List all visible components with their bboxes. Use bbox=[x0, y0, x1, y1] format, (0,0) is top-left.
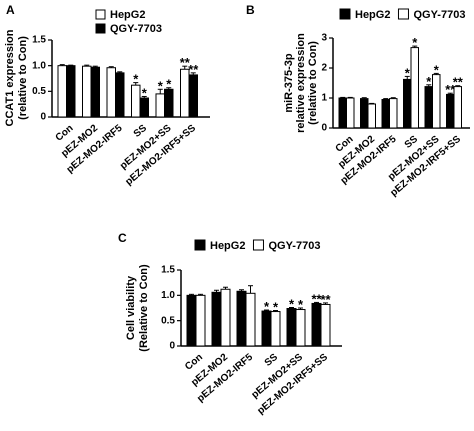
significance-mark: * bbox=[273, 300, 279, 315]
bar-open bbox=[367, 103, 376, 129]
significance-mark: ** bbox=[311, 291, 322, 306]
y-tick-label: 0 bbox=[40, 112, 46, 123]
bar-open bbox=[106, 67, 116, 118]
significance-mark: * bbox=[405, 65, 411, 80]
legend-label: QGY-7703 bbox=[110, 23, 162, 35]
bar-filled bbox=[66, 65, 76, 118]
significance-mark: * bbox=[264, 299, 270, 314]
bar-filled bbox=[236, 290, 247, 347]
bar-filled bbox=[286, 308, 297, 347]
bar-filled bbox=[90, 66, 100, 118]
legend-swatch bbox=[194, 239, 206, 251]
bar-filled bbox=[360, 98, 369, 129]
significance-mark: ** bbox=[188, 62, 199, 77]
y-tick-label: 0.5 bbox=[32, 86, 46, 97]
bar-filled bbox=[261, 310, 272, 347]
bar-open bbox=[410, 47, 419, 129]
y-tick-label: 1.0 bbox=[32, 60, 46, 71]
legend-swatch bbox=[95, 23, 106, 34]
y-tick-label: 0 bbox=[169, 341, 175, 352]
y-axis-title: (Relative to Con) bbox=[138, 264, 150, 352]
legend-swatch bbox=[95, 9, 106, 20]
bar-open bbox=[346, 97, 355, 129]
significance-mark: ** bbox=[453, 75, 464, 90]
significance-mark: * bbox=[412, 35, 418, 50]
significance-mark: * bbox=[289, 296, 295, 311]
panel-a: A CCAT1 expression (relative to Con) 0 0.5 1.… bbox=[4, 3, 210, 188]
y-axis-title: CCAT1 expression bbox=[4, 29, 16, 126]
bar-open bbox=[155, 93, 165, 118]
panel-letter: B bbox=[246, 3, 255, 17]
significance-mark: * bbox=[426, 74, 432, 89]
bar-filled bbox=[164, 88, 174, 118]
legend-label: HepG2 bbox=[355, 9, 390, 21]
bar-open bbox=[245, 292, 256, 347]
y-tick-label: 3 bbox=[321, 33, 327, 44]
significance-mark: * bbox=[142, 85, 148, 100]
bar-open bbox=[131, 84, 141, 118]
y-tick-label: 1.5 bbox=[161, 265, 175, 276]
legend-label: QGY-7703 bbox=[413, 9, 465, 21]
panel-letter: C bbox=[118, 231, 127, 245]
panel-c: C Cell viability (Relative to Con) 0 0.5 1.0 1… bbox=[118, 231, 342, 417]
significance-mark: * bbox=[158, 78, 164, 93]
legend-swatch bbox=[397, 8, 409, 20]
y-tick-label: 0 bbox=[321, 123, 327, 134]
significance-mark: * bbox=[298, 297, 304, 312]
bar-filled bbox=[424, 86, 433, 129]
y-axis-title: (relative to Con) bbox=[17, 36, 29, 120]
y-axis-title: relative expression bbox=[295, 33, 307, 133]
legend-label: HepG2 bbox=[210, 240, 245, 252]
bar-filled bbox=[115, 72, 125, 118]
legend-label: QGY-7703 bbox=[268, 240, 320, 252]
bar-filled bbox=[211, 291, 222, 347]
bar-filled bbox=[338, 97, 347, 129]
bar-open bbox=[295, 309, 306, 347]
bar-open bbox=[220, 288, 231, 347]
bar-open bbox=[57, 65, 67, 118]
legend-label: HepG2 bbox=[110, 9, 145, 21]
bar-open bbox=[82, 65, 92, 118]
significance-mark: * bbox=[166, 77, 172, 92]
bar-filled bbox=[403, 78, 412, 129]
y-axis-title: Cell viability bbox=[125, 275, 137, 340]
legend-swatch bbox=[252, 239, 264, 251]
bar-filled bbox=[139, 97, 149, 118]
significance-mark: * bbox=[434, 62, 440, 77]
y-axis-title: (relative to Con) bbox=[307, 41, 319, 125]
y-tick-label: 2 bbox=[321, 63, 327, 74]
y-tick-label: 1 bbox=[321, 93, 327, 104]
bar-filled bbox=[311, 302, 322, 347]
significance-mark: ** bbox=[180, 55, 191, 70]
bar-filled bbox=[188, 74, 198, 118]
bar-open bbox=[270, 311, 281, 347]
significance-mark: * bbox=[133, 72, 139, 87]
legend-swatch bbox=[339, 8, 351, 20]
y-tick-label: 1.0 bbox=[161, 290, 175, 301]
bar-open bbox=[320, 303, 331, 347]
bar-open bbox=[195, 294, 206, 347]
significance-mark: ** bbox=[320, 292, 331, 307]
bar-open bbox=[453, 86, 462, 129]
bar-filled bbox=[381, 99, 390, 129]
bar-filled bbox=[446, 93, 455, 129]
x-category-label: SS bbox=[263, 352, 281, 369]
legend: HepG2 QGY-7703 bbox=[194, 239, 320, 252]
legend: HepG2 QGY-7703 bbox=[95, 9, 162, 35]
y-tick-label: 1.5 bbox=[32, 35, 46, 46]
bar-filled bbox=[186, 294, 197, 347]
x-category-label: SS bbox=[132, 123, 150, 140]
y-tick-label: 0.5 bbox=[161, 315, 175, 326]
y-axis-title: miR-375-3p bbox=[283, 53, 295, 113]
bar-open bbox=[389, 98, 398, 129]
bar-open bbox=[432, 74, 441, 129]
panel-letter: A bbox=[6, 3, 15, 17]
significance-mark: ** bbox=[445, 82, 456, 97]
legend: HepG2 QGY-7703 bbox=[339, 8, 465, 21]
